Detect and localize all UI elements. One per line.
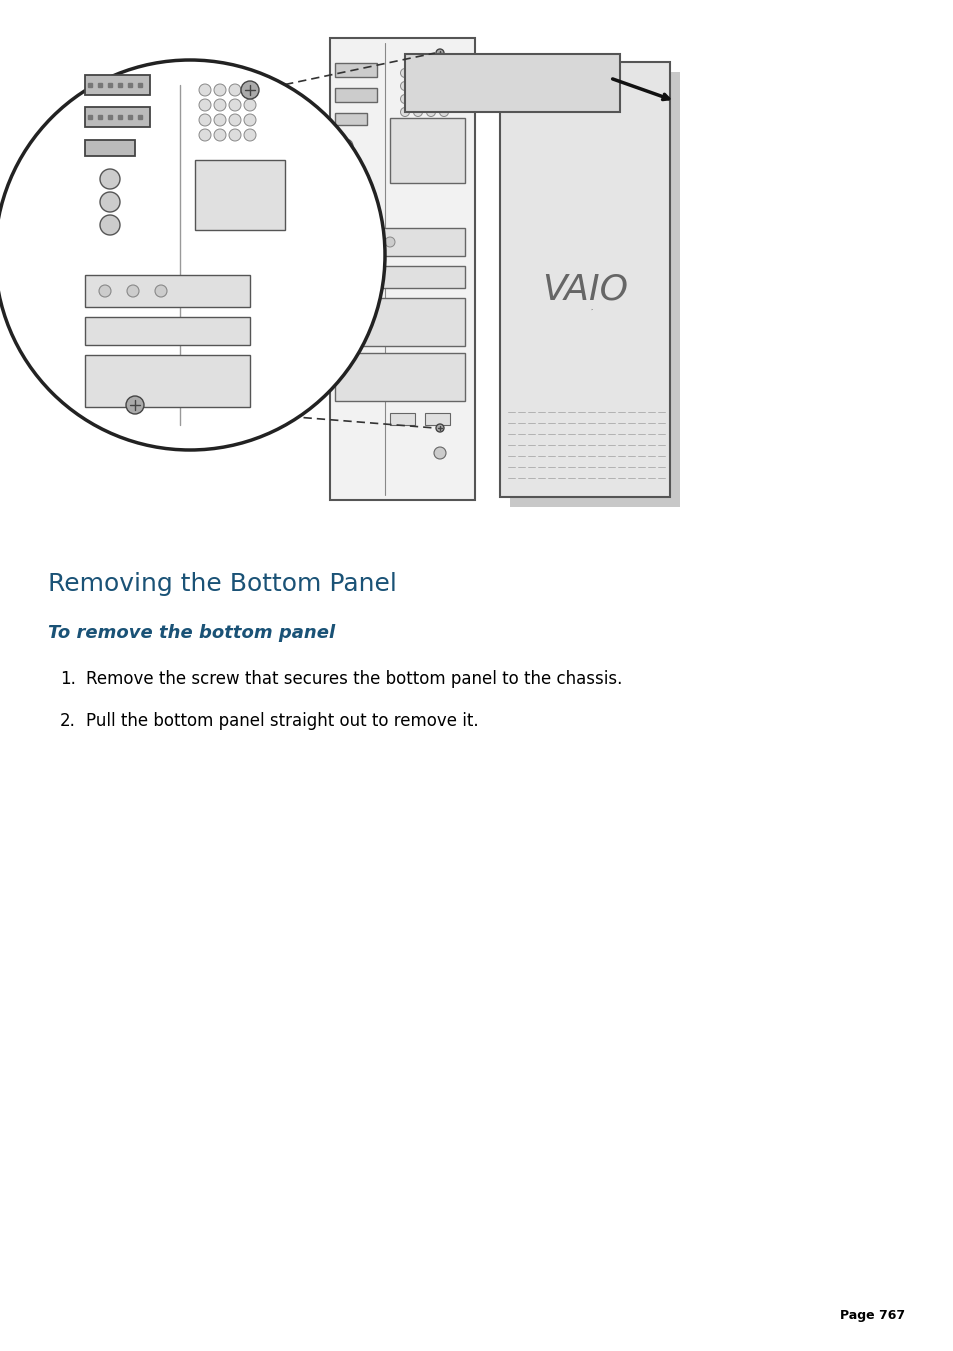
Circle shape <box>100 169 120 189</box>
Circle shape <box>400 69 409 77</box>
Circle shape <box>229 128 241 141</box>
Circle shape <box>100 215 120 235</box>
Circle shape <box>213 84 226 96</box>
Bar <box>335 88 376 101</box>
Circle shape <box>439 81 448 91</box>
Circle shape <box>241 81 258 99</box>
Circle shape <box>345 236 355 247</box>
Circle shape <box>439 69 448 77</box>
Circle shape <box>338 139 353 153</box>
Circle shape <box>127 285 139 297</box>
Text: Removing the Bottom Panel: Removing the Bottom Panel <box>48 571 396 596</box>
Circle shape <box>338 159 353 173</box>
Bar <box>405 54 619 112</box>
Circle shape <box>126 396 144 413</box>
Circle shape <box>199 113 211 126</box>
Circle shape <box>426 69 435 77</box>
Bar <box>335 266 464 288</box>
Bar <box>194 159 285 230</box>
Circle shape <box>100 192 120 212</box>
Bar <box>335 63 376 77</box>
Circle shape <box>385 236 395 247</box>
Text: Remove the screw that secures the bottom panel to the chassis.: Remove the screw that secures the bottom… <box>86 670 621 688</box>
Circle shape <box>436 424 443 432</box>
Bar <box>85 317 250 345</box>
Text: 1.: 1. <box>60 670 76 688</box>
Circle shape <box>244 128 255 141</box>
Circle shape <box>199 128 211 141</box>
Circle shape <box>400 81 409 91</box>
Circle shape <box>199 99 211 111</box>
Text: Pull the bottom panel straight out to remove it.: Pull the bottom panel straight out to re… <box>86 712 478 730</box>
Circle shape <box>413 81 422 91</box>
Text: VAIO: VAIO <box>541 273 627 307</box>
Bar <box>510 72 679 507</box>
Circle shape <box>426 81 435 91</box>
Circle shape <box>213 128 226 141</box>
Circle shape <box>439 108 448 116</box>
Circle shape <box>413 108 422 116</box>
Bar <box>330 38 475 500</box>
Circle shape <box>229 99 241 111</box>
Circle shape <box>426 95 435 104</box>
Circle shape <box>338 178 353 193</box>
Circle shape <box>436 49 443 57</box>
Circle shape <box>154 285 167 297</box>
Bar <box>499 62 669 497</box>
Bar <box>335 228 464 255</box>
Circle shape <box>365 236 375 247</box>
Bar <box>85 276 250 307</box>
Circle shape <box>229 113 241 126</box>
Circle shape <box>244 113 255 126</box>
Bar <box>335 353 464 401</box>
Bar <box>335 299 464 346</box>
Circle shape <box>400 95 409 104</box>
Circle shape <box>413 95 422 104</box>
Bar <box>390 413 415 426</box>
Circle shape <box>199 84 211 96</box>
Text: Page 767: Page 767 <box>839 1309 904 1323</box>
Text: To remove the bottom panel: To remove the bottom panel <box>48 624 335 642</box>
Circle shape <box>434 447 446 459</box>
Circle shape <box>400 108 409 116</box>
Circle shape <box>439 95 448 104</box>
Circle shape <box>244 99 255 111</box>
Bar <box>85 76 150 95</box>
Text: $\backslash$AIO: $\backslash$AIO <box>589 305 594 312</box>
Circle shape <box>244 84 255 96</box>
Circle shape <box>426 108 435 116</box>
Bar <box>390 118 464 182</box>
Circle shape <box>0 59 385 450</box>
Circle shape <box>213 99 226 111</box>
Bar <box>85 141 135 155</box>
Bar <box>424 413 450 426</box>
Bar <box>85 107 150 127</box>
Circle shape <box>413 69 422 77</box>
Bar <box>85 355 250 407</box>
Circle shape <box>229 84 241 96</box>
Circle shape <box>213 113 226 126</box>
Circle shape <box>99 285 111 297</box>
Bar <box>335 113 367 126</box>
Text: 2.: 2. <box>60 712 76 730</box>
